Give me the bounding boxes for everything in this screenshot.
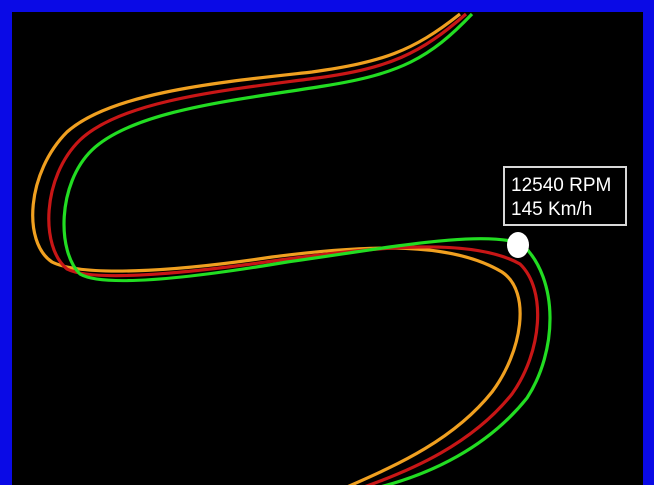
telemetry-label: 12540 RPM 145 Km/h xyxy=(503,166,627,226)
car-position-marker xyxy=(507,232,529,258)
racing-line-orange xyxy=(31,12,522,485)
racing-lines-svg xyxy=(31,12,552,485)
track-viewport: 12540 RPM 145 Km/h xyxy=(12,12,643,485)
racing-line-red xyxy=(47,12,540,485)
racing-line-green xyxy=(62,12,552,485)
rpm-readout: 12540 RPM xyxy=(511,175,612,196)
speed-readout: 145 Km/h xyxy=(511,199,593,220)
